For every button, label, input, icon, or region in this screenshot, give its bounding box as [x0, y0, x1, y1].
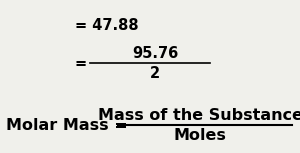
Text: 2: 2 [150, 67, 160, 82]
Text: = 47.88: = 47.88 [75, 19, 139, 34]
Text: 95.76: 95.76 [132, 45, 178, 60]
Text: Moles: Moles [174, 129, 226, 144]
Text: Molar Mass =: Molar Mass = [6, 118, 134, 132]
Text: Mass of the Substance: Mass of the Substance [98, 108, 300, 123]
Text: =: = [75, 56, 92, 71]
